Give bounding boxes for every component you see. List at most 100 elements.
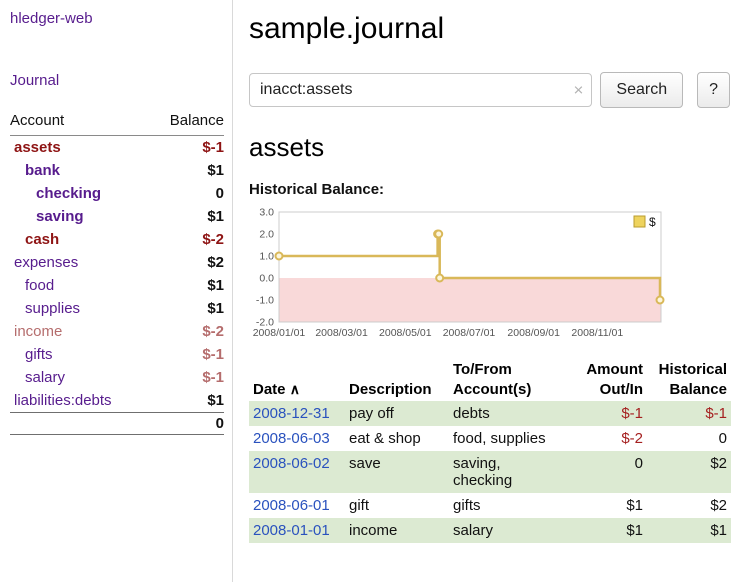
register-row: 2008-06-02 save saving, checking 0 $2 (249, 451, 731, 493)
y-tick-label: 2.0 (259, 229, 274, 241)
transaction-accounts: saving, checking (453, 455, 513, 489)
account-row: bank $1 (10, 159, 224, 182)
account-name-cell: liabilities:debts (10, 389, 150, 413)
page-title: sample.journal (249, 12, 445, 45)
account-link[interactable]: gifts (25, 346, 53, 363)
x-tick-label: 2008/11/01 (571, 327, 623, 339)
transaction-description: eat & shop (349, 430, 421, 447)
account-row: supplies $1 (10, 297, 224, 320)
account-balance: $1 (207, 392, 224, 409)
register-row: 2008-06-01 gift gifts $1 $2 (249, 493, 731, 518)
y-tick-label: 0.0 (259, 273, 274, 285)
transaction-accounts: gifts (453, 497, 481, 514)
x-tick-label: 2008/07/01 (443, 327, 496, 339)
y-tick-label: -1.0 (256, 295, 274, 307)
chart-marker (434, 229, 444, 239)
column-header-balance: Historical Balance (658, 361, 727, 398)
chart-legend-swatch (633, 215, 646, 228)
register-header-row: Date ∧ Description To/From Account(s) Am… (249, 358, 731, 401)
transaction-description: income (349, 522, 398, 539)
main-content: sample.journal × Search ? assets Histori… (233, 0, 742, 582)
y-tick-label: 1.0 (259, 251, 274, 263)
account-balance: $-1 (202, 369, 224, 386)
transaction-date-cell: 2008-06-01 (249, 493, 345, 518)
column-header-date[interactable]: Date ∧ (249, 358, 345, 401)
account-link[interactable]: salary (25, 369, 66, 386)
account-balance: $-1 (202, 346, 224, 363)
transaction-date-link[interactable]: 2008-12-31 (253, 405, 330, 422)
transaction-date-link[interactable]: 2008-06-03 (253, 430, 330, 447)
transaction-balance: $2 (710, 455, 727, 472)
account-link[interactable]: liabilities:debts (14, 392, 112, 409)
y-tick-label: 3.0 (259, 207, 274, 219)
account-balance: $1 (207, 277, 224, 294)
account-link[interactable]: cash (25, 231, 60, 248)
account-balance: 0 (215, 185, 224, 202)
clear-search-icon[interactable]: × (573, 80, 584, 100)
transaction-amount: $1 (626, 497, 643, 514)
account-balance: $-1 (202, 139, 224, 156)
transaction-balance: $1 (710, 522, 727, 539)
account-link[interactable]: income (14, 323, 63, 340)
account-row: checking 0 (10, 182, 224, 205)
account-name-cell: bank (10, 159, 150, 182)
account-name-cell: gifts (10, 343, 150, 366)
transaction-description: pay off (349, 405, 394, 422)
transaction-date-link[interactable]: 2008-06-02 (253, 455, 330, 472)
register-row: 2008-06-03 eat & shop food, supplies $-2 0 (249, 426, 731, 451)
column-header-description: Description (349, 380, 432, 398)
transaction-date-cell: 2008-06-02 (249, 451, 345, 493)
account-balance: $1 (207, 300, 224, 317)
transaction-date-link[interactable]: 2008-06-01 (253, 497, 330, 514)
account-link[interactable]: expenses (14, 254, 79, 271)
account-name-cell: income (10, 320, 150, 343)
account-link[interactable]: food (25, 277, 55, 294)
sidebar: hledger-web Journal Account Balance asse… (0, 0, 233, 582)
transaction-description: save (349, 455, 381, 472)
y-tick-label: -2.0 (256, 317, 274, 329)
x-tick-label: 2008/01/01 (253, 327, 306, 339)
account-name-cell: food (10, 274, 150, 297)
account-name-cell: expenses (10, 251, 150, 274)
chart-legend-label: $ (649, 215, 656, 229)
transaction-description: gift (349, 497, 370, 514)
chart-marker (274, 251, 284, 261)
account-row: assets $-1 (10, 136, 224, 160)
account-balance: $1 (207, 208, 224, 225)
search-button[interactable]: Search (600, 72, 684, 108)
account-row: liabilities:debts $1 (10, 389, 224, 413)
account-row: food $1 (10, 274, 224, 297)
transaction-date-cell: 2008-12-31 (249, 401, 345, 426)
search-input[interactable] (249, 73, 593, 107)
help-button[interactable]: ? (697, 72, 730, 108)
account-name-cell: cash (10, 228, 150, 251)
chart-title: Historical Balance: (249, 181, 385, 198)
search-bar: × Search ? (249, 72, 730, 108)
account-link[interactable]: assets (14, 139, 61, 156)
chart-negative-region (279, 278, 661, 322)
account-link[interactable]: checking (36, 185, 102, 202)
account-link[interactable]: supplies (25, 300, 81, 317)
transaction-accounts: debts (453, 405, 490, 422)
column-header-amount: Amount Out/In (586, 361, 643, 398)
transaction-accounts: food, supplies (453, 430, 546, 447)
app-title-link[interactable]: hledger-web (10, 10, 93, 27)
x-tick-label: 2008/05/01 (379, 327, 432, 339)
account-name-cell: assets (10, 136, 150, 160)
x-tick-label: 2008/09/01 (507, 327, 560, 339)
column-header-accounts: To/From Account(s) (453, 361, 532, 398)
chart-plot-border (278, 211, 662, 323)
account-name-cell: salary (10, 366, 150, 389)
search-box: × (249, 73, 593, 107)
date-header-label: Date (253, 380, 286, 398)
total-row-spacer (10, 412, 150, 435)
transaction-balance: 0 (718, 430, 727, 447)
transaction-date-link[interactable]: 2008-01-01 (253, 522, 330, 539)
transaction-amount: $1 (626, 522, 643, 539)
account-column-header: Account (10, 109, 150, 136)
transaction-date-cell: 2008-01-01 (249, 518, 345, 543)
account-link[interactable]: bank (25, 162, 61, 179)
account-link[interactable]: saving (36, 208, 84, 225)
sidebar-item-journal[interactable]: Journal (10, 72, 60, 89)
